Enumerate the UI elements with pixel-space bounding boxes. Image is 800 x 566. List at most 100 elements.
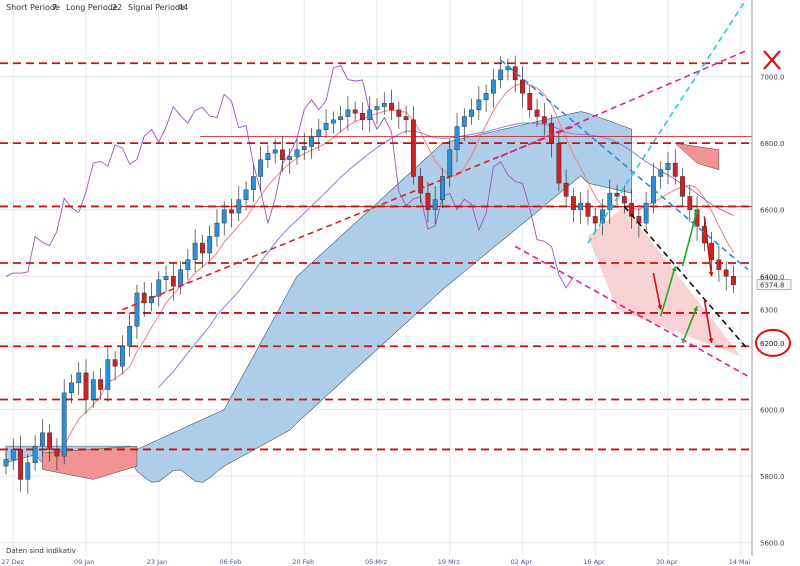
candle-body [490,79,496,94]
candle-body [716,259,722,270]
forecast-arrowhead [657,304,663,310]
candle-body [571,196,576,210]
candle-body [163,276,169,280]
forecast-arrowhead [693,306,698,312]
signal-period-label: Signal Periode [128,3,185,12]
x-tick-label: 06 Feb [220,558,242,566]
candle-body [192,242,198,260]
candle-body [527,93,533,111]
candle-body [607,192,613,210]
candle-body [127,326,133,347]
cloud-red [674,142,720,171]
candle-body [643,202,649,224]
candle-body [243,189,249,200]
support-levels [0,62,752,451]
candle-body [672,162,678,177]
candle-body [83,372,89,400]
forecast-arrowhead [693,209,699,215]
candle-body [10,449,16,460]
candle-body [207,236,213,254]
last-price-label: 6374.8 [760,282,785,290]
candle-body [731,276,736,285]
candlesticks [3,55,736,494]
long-period-value: 22 [112,3,122,12]
trendline [623,205,749,351]
x-tick-label: 02 Apr [510,558,532,566]
candle-body [229,209,234,214]
candle-body [440,176,445,200]
y-tick-label: 5600.0 [760,540,785,548]
candle-body [723,269,729,277]
candle-body [76,372,82,384]
candle-body [32,445,38,463]
x-tick-label: 05 Mrz [365,558,388,566]
y-tick-label: 6200.0 [760,340,785,348]
candle-body [61,392,67,457]
candle-body [149,296,154,304]
candle-body [389,103,394,111]
candle-body [556,142,562,184]
candle-body [629,202,635,217]
x-tick-label: 16 Apr [583,558,605,566]
candle-body [345,109,351,117]
trendline [500,49,749,158]
forecast-arrow [681,306,698,344]
level-label: 6300 [760,307,778,315]
candle-body [90,379,96,400]
x-tick-label: 14 Mai [729,558,751,566]
candle-body [119,346,125,367]
candle-body [258,159,264,177]
y-tick-label: 5800.0 [760,473,785,481]
candle-body [18,449,23,480]
footer-note: Daten sind indikativ [6,547,76,555]
candle-body [185,259,191,270]
candle-body [280,149,285,161]
candle-body [54,449,60,457]
forecast-arrowhead [708,271,714,277]
trendline [514,245,749,377]
candle-body [563,182,569,197]
x-tick-label: 27 Dez [1,558,24,566]
x-tick-label: 23 Jan [147,558,167,566]
circled-level-label: 6200.0 [760,340,785,348]
candle-body [432,199,438,210]
candle-body [265,152,271,161]
forecast-arrowhead [671,266,677,272]
candle-body [585,202,591,217]
forecast-arrow [681,209,698,267]
trendline [122,125,574,311]
candle-body [301,146,307,151]
candle-body [658,169,664,177]
candle-body [156,279,162,297]
candle-body [447,149,453,177]
candle-body [621,196,627,204]
x-tick-label: 09 Jan [74,558,94,566]
candle-body [134,292,140,327]
close-x-icon[interactable] [763,50,781,70]
x-tick-label: 19 Mrz [438,558,461,566]
candle-body [330,119,336,124]
candle-body [476,99,482,111]
level-label: 6400 [760,273,778,281]
candle-body [418,176,424,194]
candle-body [25,462,31,480]
candle-body [200,242,205,254]
candle-body [454,126,460,151]
candle-body [534,109,540,117]
candle-body [272,149,278,154]
candle-body [323,122,329,131]
candle-body [396,109,402,117]
candle-body [338,116,344,121]
candle-body [236,199,242,214]
candle-body [112,359,118,367]
trendlines [122,0,749,377]
candle-body [39,432,45,447]
x-tick-label: 30 Apr [656,558,678,566]
candle-body [469,109,474,117]
forecast-arrow [703,216,713,277]
y-tick-label: 6400.0 [760,273,785,281]
y-tick-label: 6000.0 [760,407,785,415]
candle-body [461,116,467,127]
circled-level-marker [755,328,791,357]
candle-body [360,112,365,121]
